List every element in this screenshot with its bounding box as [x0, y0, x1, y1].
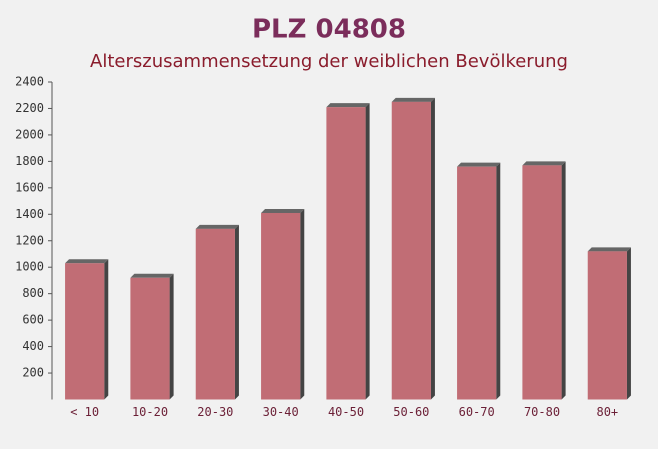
bar-top — [261, 208, 305, 213]
bar-top — [195, 224, 239, 229]
bar-top — [65, 259, 109, 264]
y-tick-label: 2000 — [15, 127, 44, 141]
bar-top — [391, 97, 435, 102]
x-tick-label: 80+ — [596, 405, 618, 419]
bar-top — [587, 247, 631, 252]
y-tick-label: 1200 — [15, 233, 44, 247]
bar-side — [626, 247, 631, 400]
bar — [587, 251, 627, 400]
x-tick-label: 10-20 — [132, 405, 168, 419]
x-tick-label: 70-80 — [524, 405, 560, 419]
y-tick-label: 1400 — [15, 207, 44, 221]
y-tick-label: 2400 — [15, 75, 44, 89]
chart-subtitle: Alterszusammensetzung der weiblichen Bev… — [90, 51, 568, 72]
y-tick-label: 400 — [22, 339, 44, 353]
x-tick-label: < 10 — [70, 405, 99, 419]
y-tick-label: 1600 — [15, 180, 44, 194]
bar — [522, 165, 562, 400]
x-tick-label: 30-40 — [263, 405, 299, 419]
bar-top — [130, 273, 174, 278]
bar-side — [561, 161, 566, 400]
bar-side — [365, 103, 370, 400]
bar-side — [300, 208, 305, 400]
y-tick-label: 2200 — [15, 101, 44, 115]
y-tick-label: 1000 — [15, 260, 44, 274]
bar — [261, 212, 301, 400]
bar-side — [430, 97, 435, 400]
bar-side — [496, 162, 501, 400]
y-tick-label: 1800 — [15, 154, 44, 168]
bar — [391, 101, 431, 400]
bar-top — [326, 103, 370, 108]
bar — [130, 277, 170, 400]
bar-top — [457, 162, 501, 167]
y-tick-label: 600 — [22, 313, 44, 327]
y-tick-label: 200 — [22, 366, 44, 380]
bar-side — [169, 273, 174, 400]
bar — [65, 263, 105, 400]
bar — [457, 166, 497, 400]
chart-title: PLZ 04808 — [252, 15, 406, 45]
y-tick-label: 800 — [22, 286, 44, 300]
bar — [195, 228, 235, 400]
x-tick-label: 50-60 — [393, 405, 429, 419]
bar-side — [104, 259, 109, 400]
bar-side — [234, 224, 239, 400]
bar — [326, 107, 366, 400]
x-tick-label: 40-50 — [328, 405, 364, 419]
x-tick-label: 20-30 — [197, 405, 233, 419]
x-tick-label: 60-70 — [459, 405, 495, 419]
bar-top — [522, 161, 566, 166]
